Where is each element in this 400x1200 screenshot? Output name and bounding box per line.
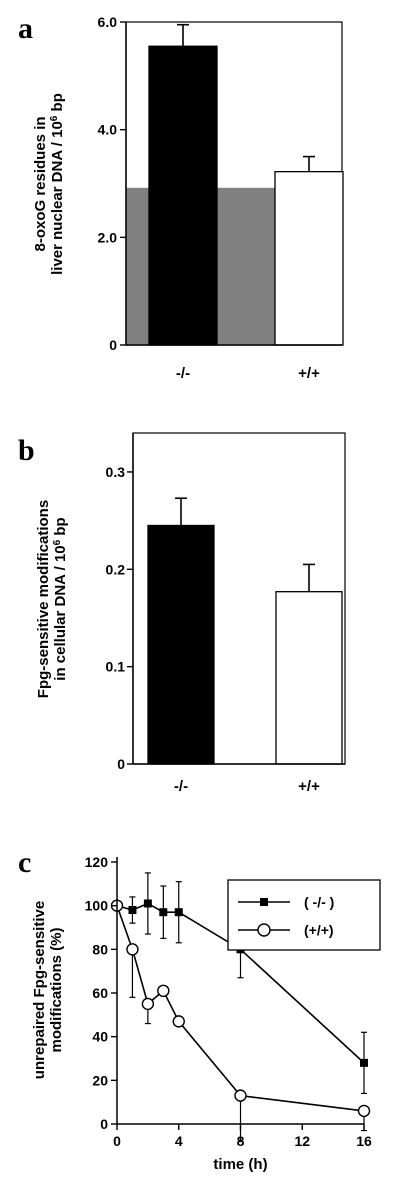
data-point-knockout	[128, 906, 137, 915]
x-tick-label: 4	[175, 1133, 183, 1149]
panel-label-b: b	[18, 434, 35, 467]
panel-c: c 0 4 8 12 16 0 20 40 60 80 100 120 time (h) unrepaire…	[18, 846, 381, 1173]
y-tick-label: 0	[117, 756, 125, 772]
x-tick-label: 12	[294, 1133, 310, 1149]
x-axis-label: time (h)	[213, 1156, 267, 1173]
category-label: +/+	[298, 365, 320, 382]
y-tick-label: 0.3	[106, 464, 126, 480]
y-tick-label: 0.2	[106, 561, 126, 577]
data-point-knockout	[159, 908, 168, 917]
y-tick-label: 40	[92, 1029, 108, 1045]
bar-knockout	[148, 45, 218, 346]
panel-b-y-axis-label-line1: Fpg-sensitive modifications	[35, 500, 52, 698]
panel-b-y-axis-label-line2: in cellular DNA / 10	[52, 545, 69, 680]
panel-c-y-axis-label: unrepaired Fpg-sensitivemodifications (%…	[31, 901, 65, 1079]
y-tick-label: 4.0	[98, 122, 118, 138]
legend-label-wildtype: (+/+)	[304, 922, 334, 938]
panel-a-y-axis-label-line2-end: bp	[49, 93, 66, 116]
bar-knockout	[147, 524, 215, 765]
panel-label-c: c	[18, 846, 31, 879]
panel-a-y-axis-label-line1: 8-oxoG residues in	[32, 116, 49, 251]
data-point-wildtype	[126, 943, 139, 956]
panel-a-y-axis-label: 8-oxoG residues inliver nuclear DNA / 10…	[32, 93, 66, 275]
y-tick-label: 0.1	[106, 659, 126, 675]
panel-b: b -/- +/+ 0 0.1 0.2 0.3 Fpg-sensitive modificat…	[18, 432, 346, 795]
y-tick-label: 80	[92, 941, 108, 957]
panel-b-y-axis-label-sup: 6	[52, 539, 63, 545]
panel-a-y-axis-label-line2: liver nuclear DNA / 10	[49, 121, 66, 275]
bar-wildtype	[274, 171, 344, 346]
panel-a: a -/- +/+ 0 2.0 4.0 6.0 8-oxoG residues inliver…	[18, 12, 344, 382]
y-tick-label: 6.0	[98, 14, 118, 30]
y-tick-label: 0	[100, 1116, 108, 1132]
y-tick-label: 20	[92, 1072, 108, 1088]
x-tick-label: 8	[237, 1133, 245, 1149]
y-tick-label: 2.0	[98, 229, 118, 245]
legend-marker-knockout	[260, 898, 268, 906]
bar-wildtype	[275, 591, 343, 765]
panel-c-y-axis-label-line2: modifications (%)	[48, 927, 65, 1052]
y-tick-label: 120	[85, 854, 109, 870]
y-tick-label: 100	[85, 898, 109, 914]
data-point-knockout	[360, 1058, 368, 1067]
data-point-wildtype	[157, 984, 170, 998]
category-label: -/-	[176, 365, 190, 382]
category-label: -/-	[174, 778, 188, 795]
x-tick-label: 16	[356, 1133, 372, 1149]
legend-box	[227, 879, 381, 951]
panel-label-a: a	[18, 12, 33, 45]
data-point-knockout	[174, 908, 183, 917]
panel-b-y-axis-label: Fpg-sensitive modificationsin cellular D…	[35, 500, 69, 698]
legend-marker-wildtype	[257, 923, 271, 937]
legend-label-knockout: ( -/- )	[304, 894, 334, 910]
panel-c-y-axis-label-line1: unrepaired Fpg-sensitive	[31, 901, 48, 1079]
data-point-knockout	[143, 899, 152, 908]
data-point-wildtype	[172, 1015, 185, 1028]
panel-a-y-axis-label-sup: 6	[49, 115, 60, 121]
category-label: +/+	[298, 778, 320, 795]
data-point-wildtype	[141, 997, 155, 1011]
x-tick-label: 0	[113, 1133, 121, 1149]
y-tick-label: 60	[92, 985, 108, 1001]
data-point-wildtype	[234, 1089, 247, 1102]
y-tick-label: 0	[109, 337, 117, 353]
data-point-wildtype	[357, 1104, 371, 1118]
panel-b-y-axis-label-line2-end: bp	[52, 517, 69, 540]
